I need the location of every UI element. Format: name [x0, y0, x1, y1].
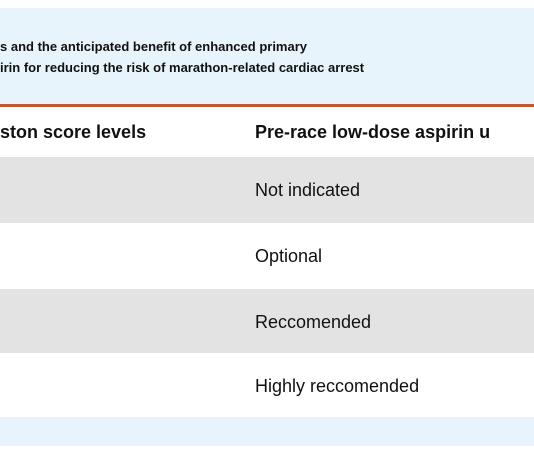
table-header-row: ston score levels Pre-race low-dose aspi…: [0, 107, 534, 157]
table-caption-line-2: irin for reducing the risk of marathon-r…: [0, 60, 365, 75]
table-cell-recommendation: Optional: [255, 246, 323, 266]
table-cell-recommendation: Highly reccomended: [255, 376, 420, 396]
header-rule: [0, 104, 534, 107]
table-cell-recommendation: Not indicated: [255, 180, 361, 200]
table-caption-line-1: s and the anticipated benefit of enhance…: [0, 39, 308, 54]
table-row: Reccomended: [0, 289, 534, 355]
column-header-aspirin-use: Pre-race low-dose aspirin u: [255, 122, 491, 142]
column-header-score-levels: ston score levels: [0, 122, 147, 142]
table-caption-band: [0, 8, 534, 106]
table-footer-band: [0, 417, 534, 446]
table-caption: s and the anticipated benefit of enhance…: [0, 36, 534, 78]
table-cell-recommendation: Reccomended: [255, 312, 372, 332]
table-row: Optional: [0, 223, 534, 289]
table-row: Highly reccomended: [0, 353, 534, 419]
table-row: Not indicated: [0, 157, 534, 223]
